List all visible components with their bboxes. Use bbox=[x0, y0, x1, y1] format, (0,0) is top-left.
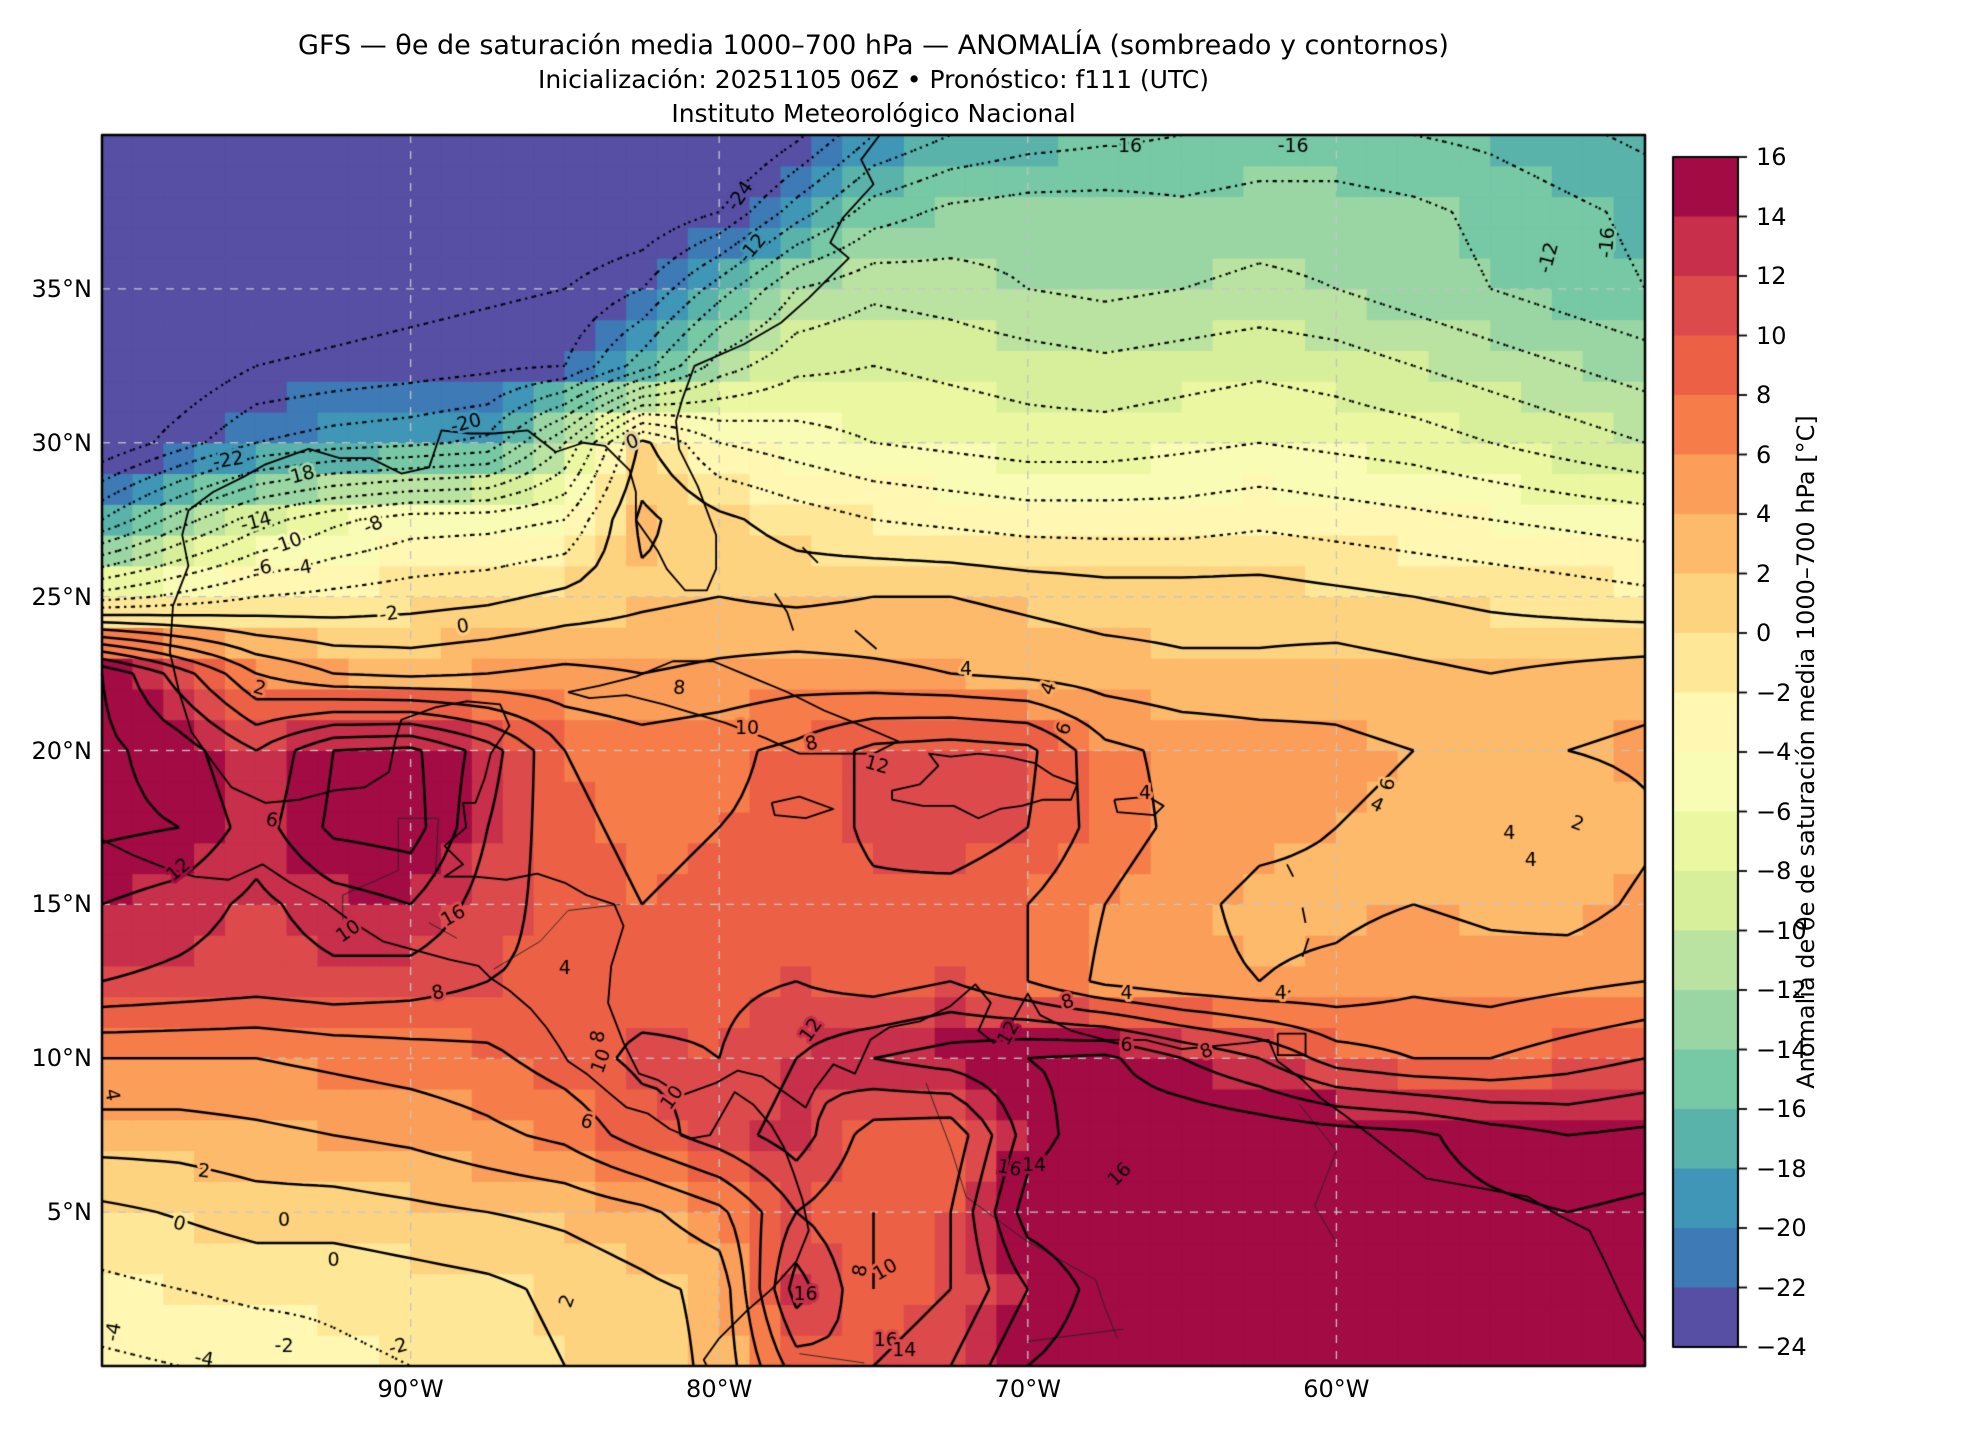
colorbar-tick--16: −16 bbox=[1756, 1095, 1807, 1123]
y-tick-35°N: 35°N bbox=[31, 274, 93, 303]
colorbar-tick--14: −14 bbox=[1756, 1035, 1807, 1064]
colorbar-tick--20: −20 bbox=[1756, 1214, 1807, 1242]
colorbar-tick--4: −4 bbox=[1756, 738, 1792, 766]
y-tick-30°N: 30°N bbox=[31, 428, 93, 457]
colorbar-tick-16: 16 bbox=[1756, 143, 1787, 171]
colorbar-tick--22: −22 bbox=[1756, 1273, 1807, 1302]
colorbar-tick-4: 4 bbox=[1756, 500, 1772, 528]
x-tick-70°W: 70°W bbox=[994, 1375, 1061, 1403]
x-tick-60°W: 60°W bbox=[1303, 1375, 1370, 1403]
colorbar-tick-12: 12 bbox=[1756, 262, 1787, 290]
y-tick-5°N: 5°N bbox=[46, 1198, 92, 1227]
colorbar-tick-0: 0 bbox=[1756, 619, 1772, 647]
colorbar-tick--8: −8 bbox=[1756, 857, 1792, 885]
page-title: GFS — θe de saturación media 1000–700 hP… bbox=[298, 30, 1449, 61]
colorbar-axis-label: Anomalía de θe de saturación media 1000–… bbox=[1792, 415, 1820, 1089]
colorbar-tick-8: 8 bbox=[1756, 381, 1772, 409]
colorbar-tick-2: 2 bbox=[1756, 559, 1772, 588]
colorbar-tick--18: −18 bbox=[1756, 1154, 1807, 1183]
x-tick-80°W: 80°W bbox=[686, 1375, 753, 1403]
y-tick-25°N: 25°N bbox=[31, 582, 93, 611]
colorbar-tick-6: 6 bbox=[1756, 440, 1772, 469]
y-tick-10°N: 10°N bbox=[31, 1044, 93, 1073]
x-tick-90°W: 90°W bbox=[377, 1375, 444, 1403]
colorbar-tick--24: −24 bbox=[1756, 1333, 1807, 1361]
colorbar-tick--12: −12 bbox=[1756, 976, 1807, 1004]
title-init-forecast: Inicialización: 20251105 06Z • Pronóstic… bbox=[538, 65, 1209, 94]
colorbar-tick--6: −6 bbox=[1756, 797, 1792, 826]
colorbar-tick-14: 14 bbox=[1756, 202, 1787, 231]
colorbar-tick-10: 10 bbox=[1756, 321, 1787, 350]
title-institution: Instituto Meteorológico Nacional bbox=[671, 99, 1076, 128]
y-tick-20°N: 20°N bbox=[31, 736, 93, 765]
y-tick-15°N: 15°N bbox=[31, 890, 93, 919]
colorbar-tick--10: −10 bbox=[1756, 916, 1807, 945]
colorbar-tick--2: −2 bbox=[1756, 678, 1792, 707]
